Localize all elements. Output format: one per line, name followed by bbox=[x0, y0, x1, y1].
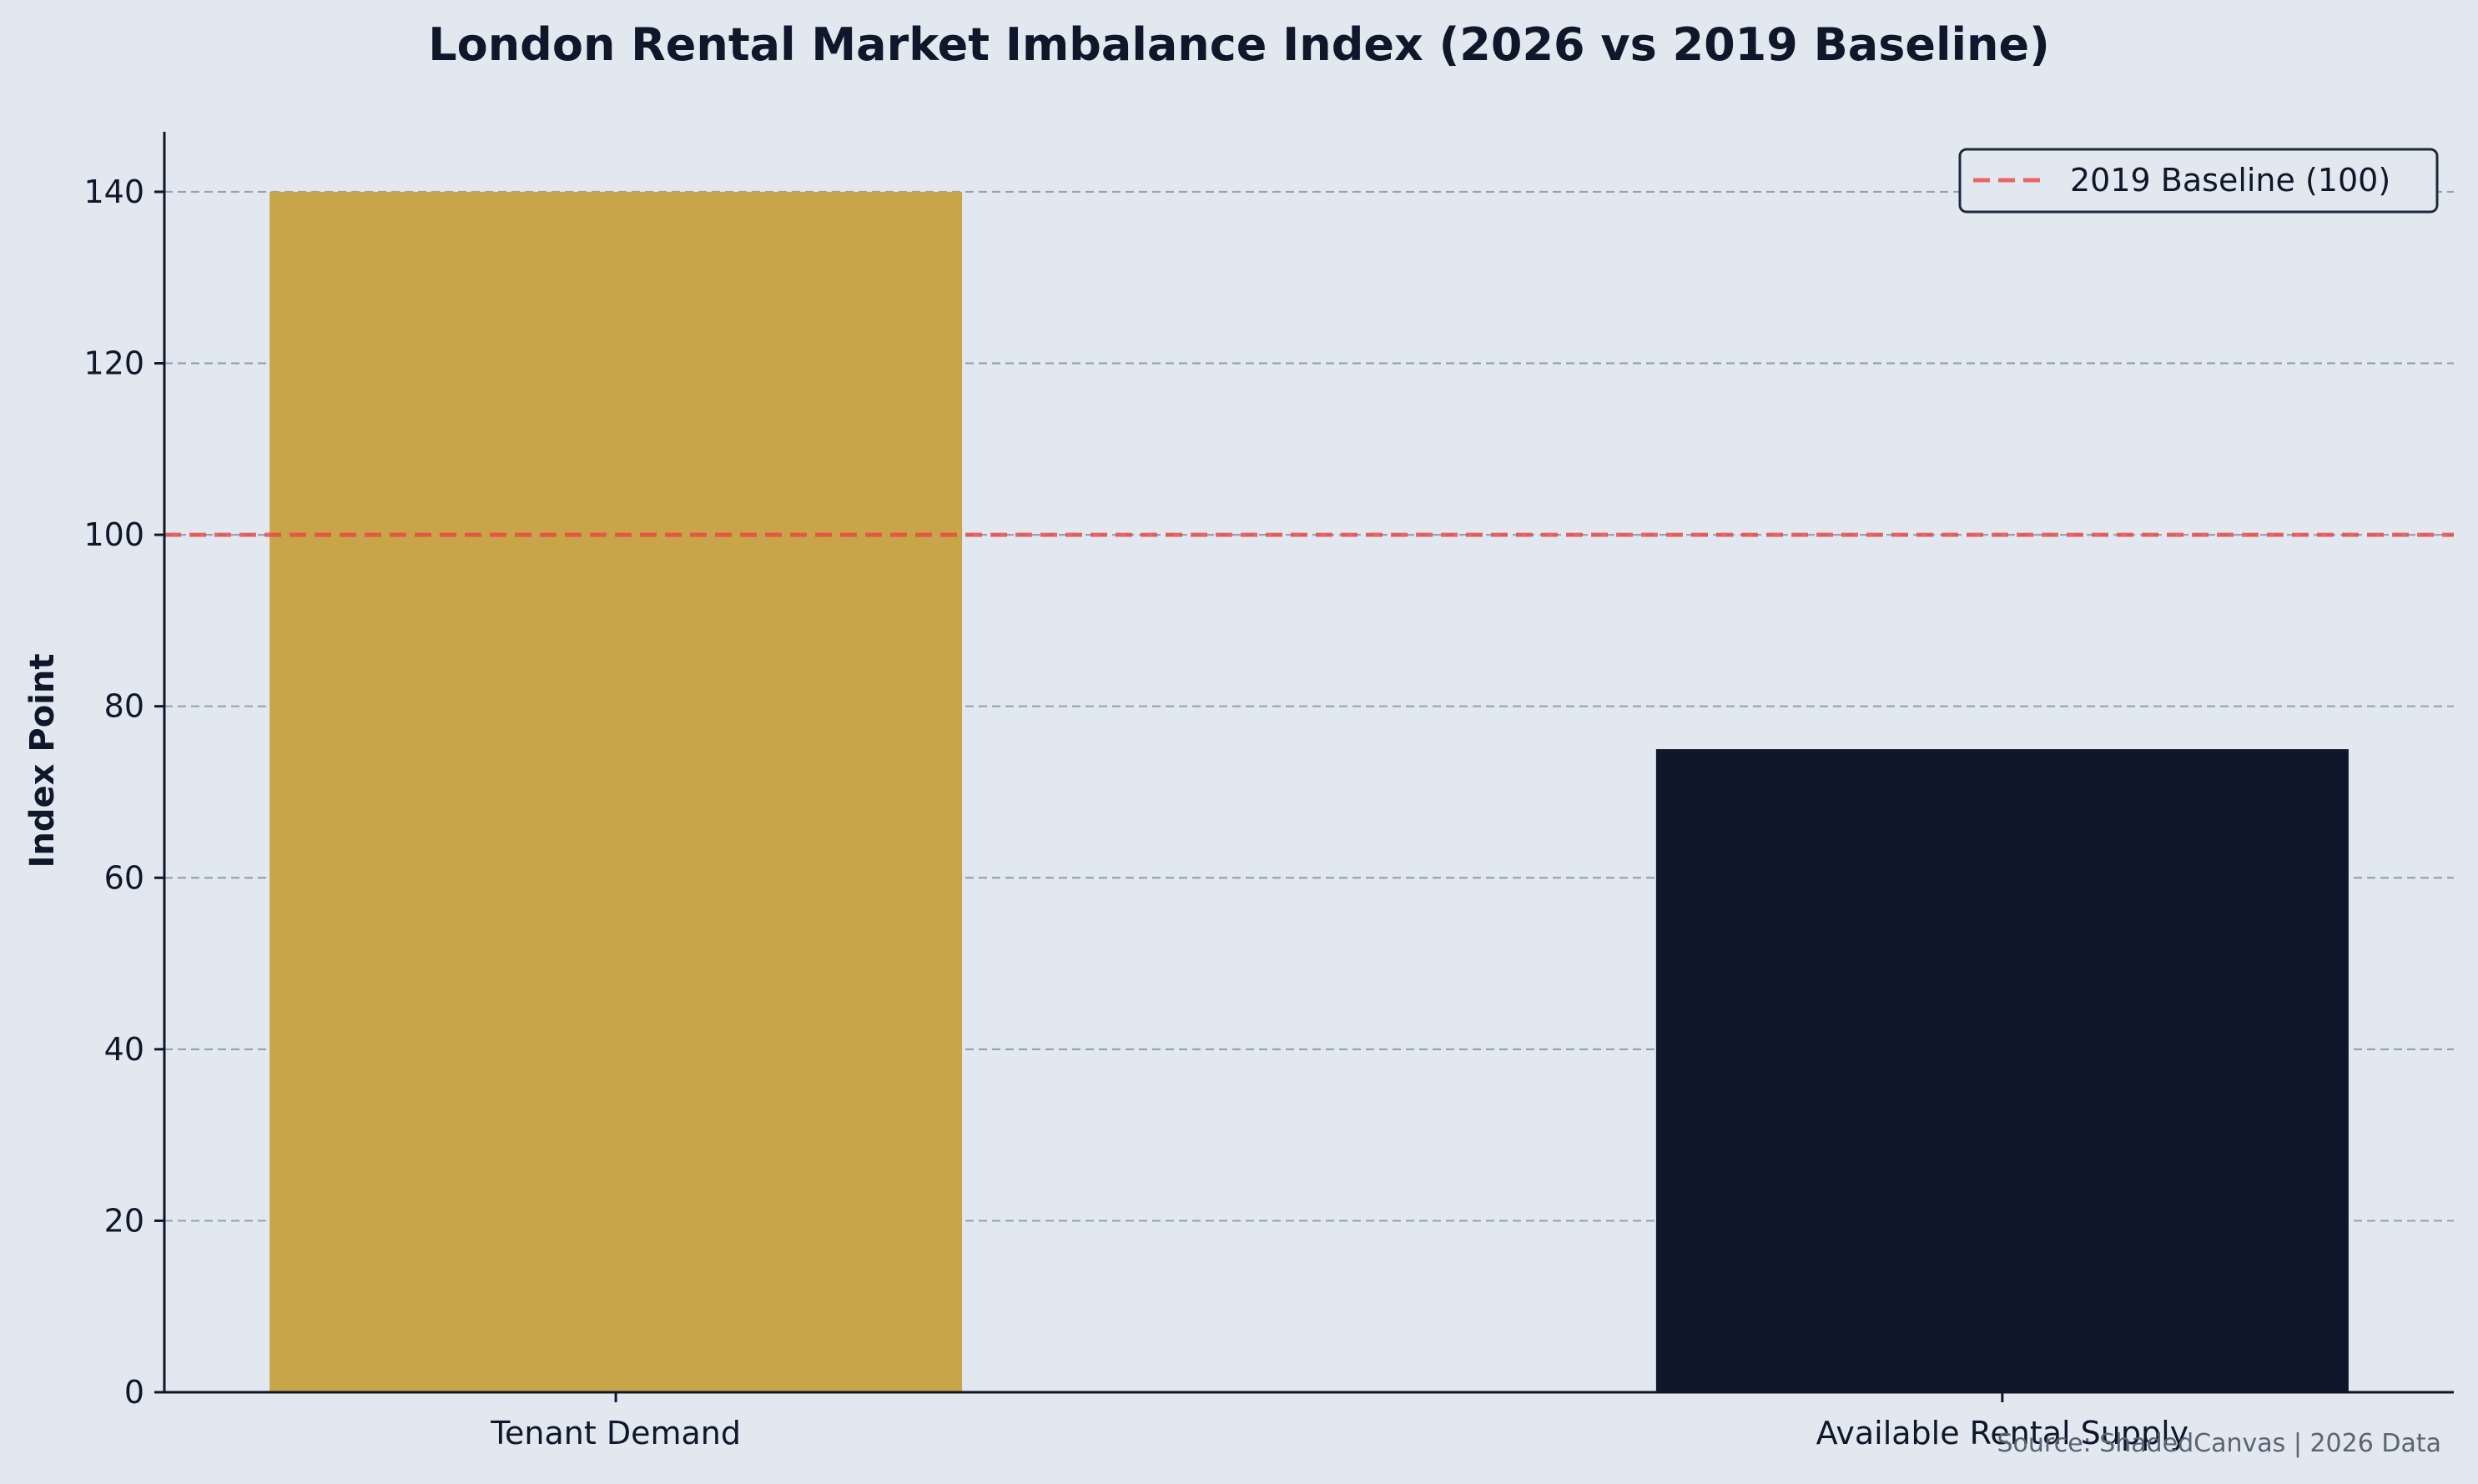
bar-tenant-demand bbox=[269, 191, 963, 1392]
x-ticks: Tenant Demand Available Rental Supply bbox=[490, 1392, 2188, 1451]
bar-available-rental-supply bbox=[1655, 749, 2349, 1392]
bars bbox=[269, 191, 2349, 1392]
source-note: Source: ShadedCanvas | 2026 Data bbox=[1997, 1429, 2441, 1458]
y-tick-label: 120 bbox=[83, 345, 144, 382]
y-tick-label: 20 bbox=[104, 1202, 144, 1239]
y-tick-label: 140 bbox=[83, 174, 144, 210]
legend-box bbox=[1958, 148, 2439, 214]
y-tick-label: 100 bbox=[83, 516, 144, 553]
y-tick-label: 40 bbox=[104, 1031, 144, 1068]
y-ticks: 0 20 40 60 80 100 120 140 bbox=[83, 174, 164, 1411]
axes bbox=[163, 132, 2454, 1394]
y-tick-label: 0 bbox=[124, 1374, 144, 1411]
y-tick-label: 80 bbox=[104, 688, 144, 725]
x-tick-label: Tenant Demand bbox=[490, 1415, 741, 1451]
legend: 2019 Baseline (100) bbox=[1958, 148, 2439, 214]
legend-entry-label: 2019 Baseline (100) bbox=[2070, 162, 2390, 199]
y-tick-label: 60 bbox=[104, 859, 144, 896]
y-axis-label: Index Point bbox=[23, 654, 62, 868]
chart-title: London Rental Market Imbalance Index (20… bbox=[428, 18, 2050, 71]
x-tick-label: Available Rental Supply bbox=[1816, 1415, 2189, 1451]
